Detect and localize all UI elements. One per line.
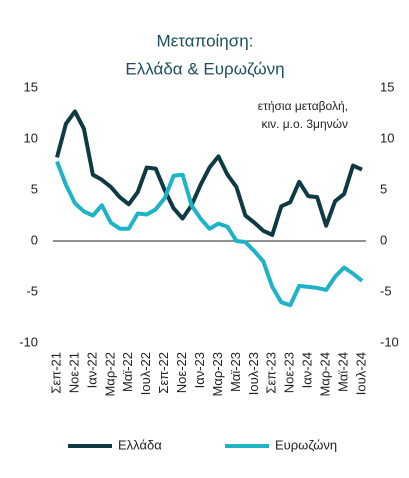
y-tick-label: 5 [31, 181, 38, 196]
x-tick-label: Μαρ-24 [318, 352, 333, 397]
x-tick-label: Μαρ-23 [210, 352, 225, 397]
x-tick-label: Ιουλ-22 [138, 352, 153, 395]
x-tick-label: Ιουλ-23 [246, 352, 261, 395]
series-line [55, 160, 364, 308]
series-line [55, 109, 363, 237]
y-tick-label: -5 [26, 283, 38, 298]
y2-tick-label: -5 [380, 283, 392, 298]
y-tick-label: 15 [24, 79, 38, 94]
x-tick-label: Σεπ-21 [48, 352, 63, 394]
x-tick-label: Ιαν-22 [84, 352, 99, 388]
y2-tick-label: 10 [380, 130, 394, 145]
x-tick-label: Μαϊ-22 [120, 352, 135, 392]
y-tick-label: 10 [24, 130, 38, 145]
x-tick-label: Νοε-23 [282, 352, 297, 393]
y2-tick-label: -10 [380, 334, 399, 349]
x-tick-label: Μαρ-22 [102, 352, 117, 397]
legend-label: Ευρωζώνη [275, 437, 337, 452]
annotation: ετήσια μεταβολή, [258, 99, 348, 113]
x-tick-label: Σεπ-23 [264, 352, 279, 394]
y-tick-label: -10 [19, 334, 38, 349]
x-tick-label: Ιαν-24 [300, 352, 315, 388]
y-tick-label: 0 [31, 232, 38, 247]
y2-tick-label: 5 [380, 181, 387, 196]
y2-tick-label: 0 [380, 232, 387, 247]
x-tick-label: Ιουλ-24 [353, 352, 368, 395]
x-tick-label: Νοε-21 [66, 352, 81, 393]
chart-title: Μεταποίηση: [157, 31, 254, 50]
x-tick-label: Μαϊ-23 [228, 352, 243, 392]
x-tick-label: Μαϊ-24 [335, 352, 350, 392]
annotation: κιν. μ.ο. 3μηνών [261, 117, 348, 131]
legend-label: Ελλάδα [118, 437, 162, 452]
chart-title: Ελλάδα & Ευρωζώνη [125, 59, 284, 78]
x-tick-label: Νοε-22 [174, 352, 189, 393]
x-tick-label: Σεπ-22 [156, 352, 171, 394]
y2-tick-label: 15 [380, 79, 394, 94]
x-tick-label: Ιαν-23 [192, 352, 207, 388]
